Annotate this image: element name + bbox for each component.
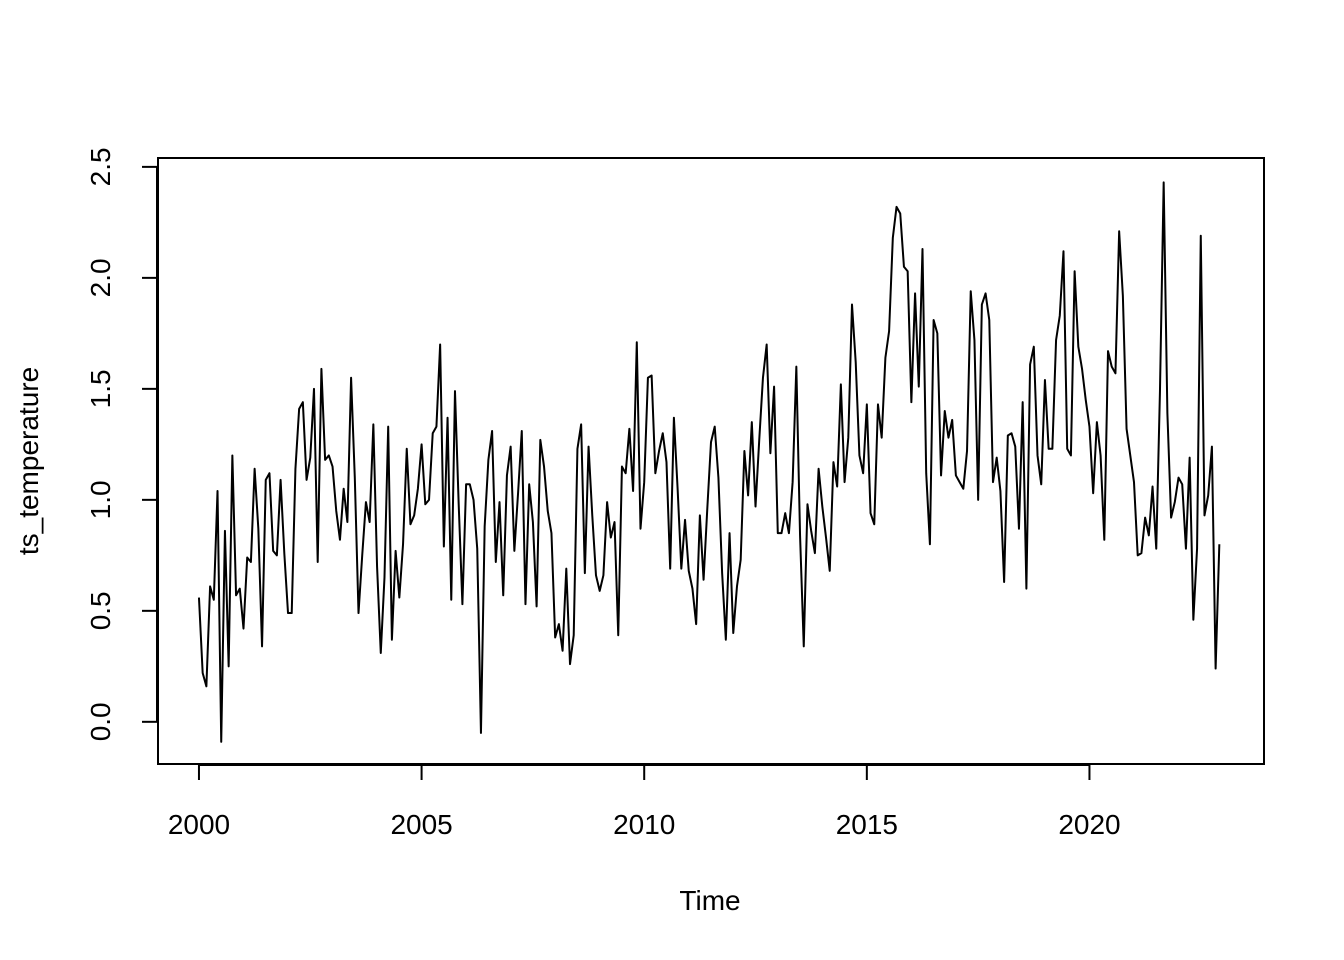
y-tick-label: 0.5	[85, 591, 116, 630]
y-tick-label: 1.5	[85, 369, 116, 408]
x-axis: 2000 2005 2010 2015 2020	[168, 764, 1121, 840]
y-tick-label: 1.0	[85, 480, 116, 519]
x-tick-label: 2020	[1058, 809, 1120, 840]
x-tick-label: 2005	[390, 809, 452, 840]
y-axis: 0.0 0.5 1.0 1.5 2.0 2.5	[85, 147, 158, 741]
x-axis-title: Time	[679, 885, 740, 916]
x-tick-label: 2000	[168, 809, 230, 840]
y-axis-title: ts_temperature	[13, 367, 44, 555]
x-tick-label: 2015	[836, 809, 898, 840]
y-tick-label: 2.5	[85, 147, 116, 186]
series-line	[197, 181, 1221, 743]
plot-frame	[157, 157, 1265, 765]
y-tick-label: 2.0	[85, 258, 116, 297]
x-tick-label: 2010	[613, 809, 675, 840]
y-tick-label: 0.0	[85, 702, 116, 741]
